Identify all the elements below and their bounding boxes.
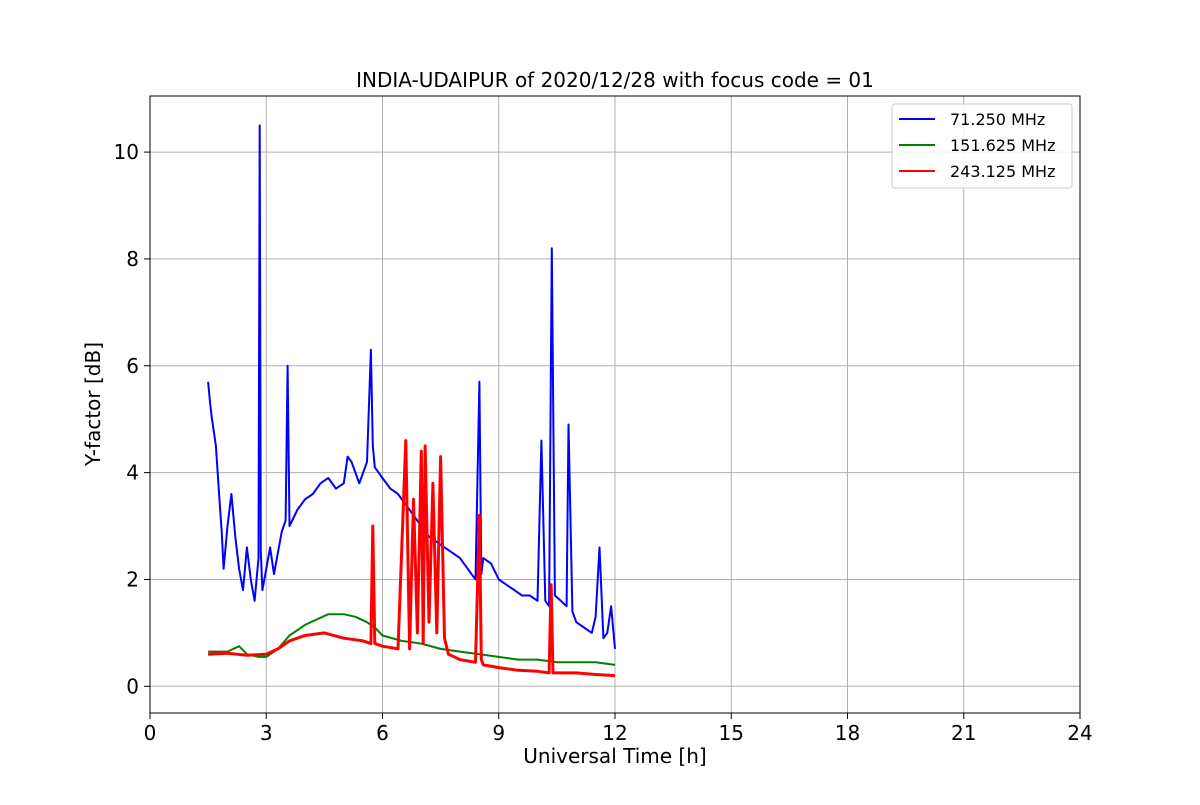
data-series	[207, 124, 616, 678]
x-tick-label: 15	[719, 721, 744, 745]
legend-label: 243.125 MHz	[950, 162, 1055, 181]
series-line-3	[208, 439, 616, 678]
x-tick-label: 18	[835, 721, 860, 745]
legend-label: 151.625 MHz	[950, 136, 1055, 155]
x-tick-label: 0	[144, 721, 157, 745]
x-tick-label: 12	[602, 721, 627, 745]
y-tick-label: 2	[126, 567, 139, 591]
x-tick-label: 6	[376, 721, 389, 745]
legend-items: 71.250 MHz 151.625 MHz 243.125 MHz	[899, 110, 1055, 181]
x-tick-label: 3	[260, 721, 273, 745]
legend: 71.250 MHz 151.625 MHz 243.125 MHz	[891, 103, 1073, 189]
legend-box	[891, 103, 1073, 189]
x-tick-label: 9	[492, 721, 505, 745]
legend-label: 71.250 MHz	[950, 110, 1045, 129]
y-tick-label: 4	[126, 461, 139, 485]
y-tick-label: 10	[114, 140, 139, 164]
chart-title: INDIA-UDAIPUR of 2020/12/28 with focus c…	[356, 68, 874, 92]
series-line-1	[207, 124, 616, 649]
y-tick-label: 6	[126, 354, 139, 378]
y-tick-label: 8	[126, 247, 139, 271]
x-axis-label: Universal Time [h]	[523, 744, 706, 768]
y-axis-label: Y-factor [dB]	[81, 342, 105, 467]
x-tick-label: 21	[951, 721, 976, 745]
x-tick-label: 24	[1067, 721, 1092, 745]
y-tick-label: 0	[126, 674, 139, 698]
